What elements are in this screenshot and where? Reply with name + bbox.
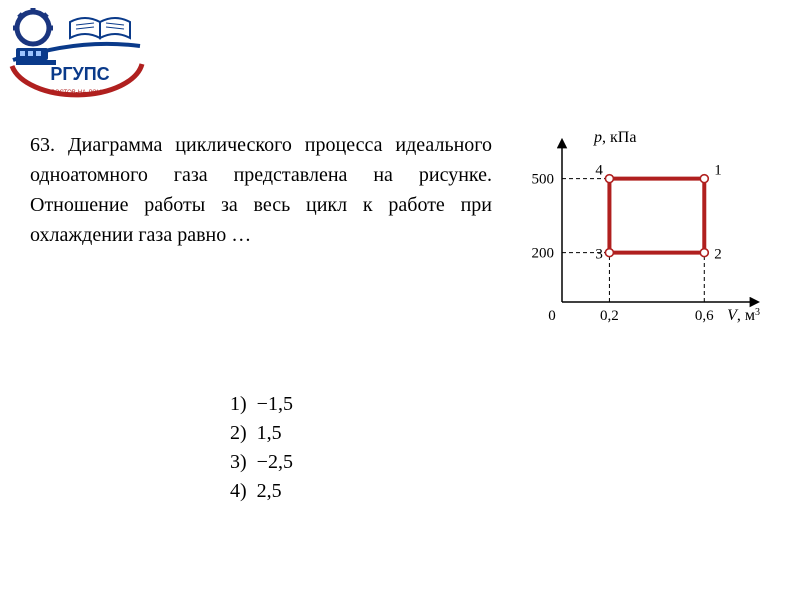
- question-text: 63. Диаграмма циклического процесса идеа…: [30, 130, 492, 250]
- answer-number: 4): [230, 480, 247, 502]
- logo-text-city: РОСТОВ-НА-ДОНУ: [51, 90, 105, 96]
- institution-logo: РГУПС РОСТОВ-НА-ДОНУ: [8, 8, 148, 98]
- pv-diagram: 1 2 3 4 200 500 0,2 0,6 0 p, кПа V, м3: [510, 130, 770, 330]
- svg-text:0: 0: [548, 308, 556, 324]
- svg-text:V, м3: V, м3: [727, 307, 760, 324]
- svg-text:0,6: 0,6: [695, 308, 714, 324]
- logo-text-main: РГУПС: [50, 64, 109, 84]
- answer-option: 2) 1,5: [230, 419, 770, 448]
- answer-value: 2,5: [257, 480, 282, 502]
- chart-svg: 1 2 3 4 200 500 0,2 0,6 0 p, кПа V, м3: [510, 130, 770, 330]
- svg-text:500: 500: [532, 172, 555, 188]
- svg-text:2: 2: [714, 247, 722, 263]
- logo-svg: РГУПС РОСТОВ-НА-ДОНУ: [8, 8, 148, 98]
- content-area: 63. Диаграмма циклического процесса идеа…: [30, 130, 770, 506]
- question-row: 63. Диаграмма циклического процесса идеа…: [30, 130, 770, 330]
- answer-list: 1) −1,5 2) 1,5 3) −2,5 4) 2,5: [230, 390, 770, 506]
- answer-number: 2): [230, 422, 247, 444]
- svg-text:0,2: 0,2: [600, 308, 619, 324]
- svg-text:p, кПа: p, кПа: [593, 130, 636, 146]
- answer-value: −2,5: [257, 451, 293, 473]
- answer-option: 4) 2,5: [230, 477, 770, 506]
- svg-text:4: 4: [595, 163, 603, 179]
- answer-value: 1,5: [257, 422, 282, 444]
- svg-text:1: 1: [714, 163, 722, 179]
- answer-number: 1): [230, 393, 247, 415]
- answer-option: 1) −1,5: [230, 390, 770, 419]
- answer-value: −1,5: [257, 393, 293, 415]
- answer-number: 3): [230, 451, 247, 473]
- answer-option: 3) −2,5: [230, 448, 770, 477]
- svg-text:3: 3: [595, 247, 603, 263]
- svg-text:200: 200: [532, 246, 555, 262]
